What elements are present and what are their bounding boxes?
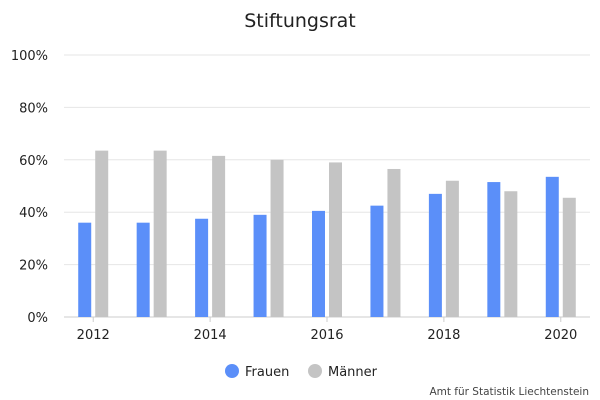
x-tick-label: 2014 — [194, 328, 227, 343]
legend-swatch — [308, 364, 322, 378]
x-tick-label: 2020 — [544, 328, 577, 343]
bar-m-nner-2015[interactable] — [270, 159, 284, 317]
legend-label: Männer — [328, 365, 378, 380]
bar-m-nner-2016[interactable] — [329, 162, 342, 317]
y-tick-label: 100% — [11, 49, 48, 64]
bar-frauen-2015[interactable] — [253, 214, 267, 317]
bar-m-nner-2013[interactable] — [153, 150, 167, 317]
bar-m-nner-2019[interactable] — [504, 191, 518, 317]
bar-frauen-2016[interactable] — [312, 210, 325, 317]
bar-frauen-2018[interactable] — [428, 193, 442, 317]
y-tick-label: 40% — [19, 206, 48, 221]
y-tick-label: 0% — [27, 311, 48, 326]
chart-title: Stiftungsrat — [244, 10, 356, 32]
bar-frauen-2012[interactable] — [78, 222, 92, 317]
bar-m-nner-2018[interactable] — [445, 180, 459, 317]
y-tick-label: 60% — [19, 154, 48, 169]
bar-frauen-2019[interactable] — [487, 182, 501, 317]
grid-lines — [64, 54, 590, 266]
y-tick-label: 20% — [19, 259, 48, 274]
legend[interactable]: Frauen Männer — [225, 364, 378, 380]
bar-m-nner-2012[interactable] — [95, 150, 109, 317]
legend-item-frauen[interactable]: Frauen — [225, 364, 289, 380]
legend-label: Frauen — [245, 365, 289, 380]
bar-frauen-2017[interactable] — [370, 205, 384, 317]
bar-frauen-2020[interactable] — [545, 176, 559, 317]
bars — [78, 150, 576, 317]
bar-m-nner-2017[interactable] — [387, 168, 401, 317]
legend-swatch — [225, 364, 239, 378]
y-tick-label: 80% — [19, 101, 48, 116]
legend-item-m-nner[interactable]: Männer — [308, 364, 378, 380]
bar-frauen-2013[interactable] — [136, 222, 150, 317]
x-tick-label: 2018 — [427, 328, 460, 343]
y-axis-ticks: 0% 20% 40% 60% 80% 100% — [11, 49, 48, 326]
bar-m-nner-2014[interactable] — [212, 155, 226, 317]
source-credit: Amt für Statistik Liechtenstein — [429, 386, 589, 398]
x-tick-label: 2016 — [310, 328, 343, 343]
x-axis-ticks: 2012 2014 2016 2018 2020 — [77, 317, 577, 343]
bar-frauen-2014[interactable] — [195, 218, 209, 317]
x-tick-label: 2012 — [77, 328, 110, 343]
bar-m-nner-2020[interactable] — [562, 197, 576, 317]
